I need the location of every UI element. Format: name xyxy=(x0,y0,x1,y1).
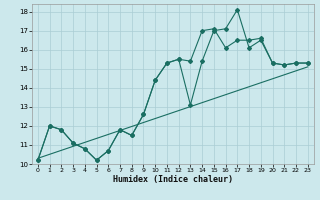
X-axis label: Humidex (Indice chaleur): Humidex (Indice chaleur) xyxy=(113,175,233,184)
